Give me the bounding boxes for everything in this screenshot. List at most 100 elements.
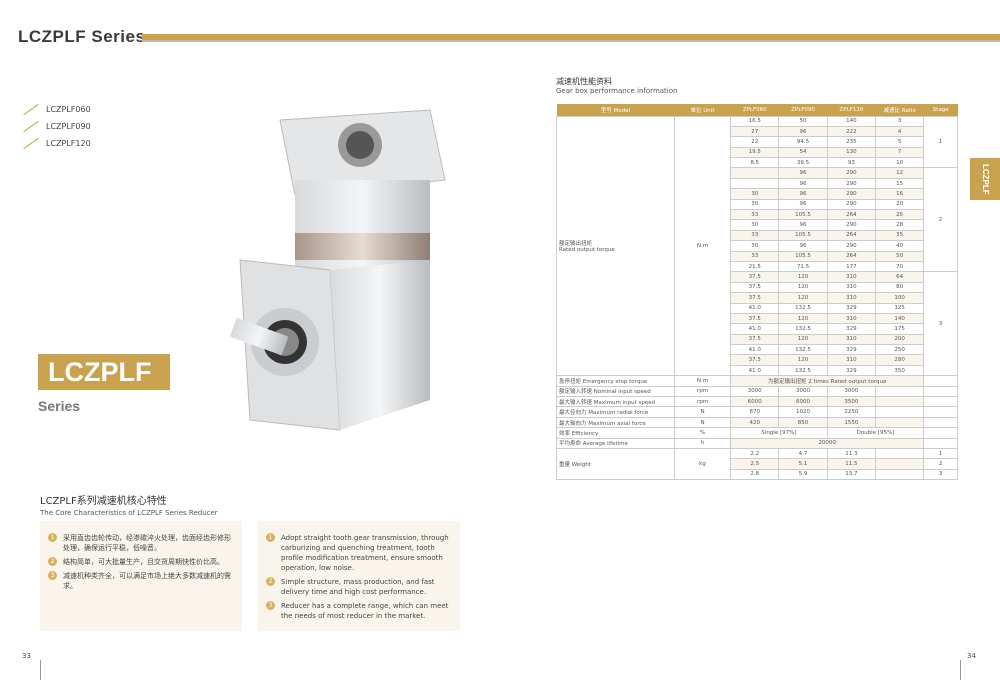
table-cell: 120	[778, 281, 828, 294]
table-cell: 120	[778, 271, 828, 283]
unit-cell: %	[673, 427, 732, 439]
title-bar-shadow	[142, 40, 1000, 42]
feature-text: 采用直齿齿轮传动，经渗碳淬火处理，齿面经齿形修形处理，确保运行平稳，低噪音。	[63, 534, 231, 552]
table-cell: 15	[874, 177, 925, 190]
table-cell: 329	[826, 364, 876, 377]
slash-icon	[23, 103, 39, 116]
table-cell: 54	[778, 146, 828, 159]
table-cell	[874, 468, 925, 481]
table-cell: 2.5	[730, 458, 780, 470]
table-cell	[874, 396, 925, 408]
table-cell: 41.0	[730, 364, 780, 377]
feature-text: Simple structure, mass production, and f…	[281, 578, 435, 596]
row-label: 最大输入转速 Maximum input speed	[556, 396, 675, 408]
gearbox-image	[229, 109, 446, 431]
table-cell: 290	[826, 198, 876, 211]
table-cell: 5.9	[778, 468, 828, 481]
table-cell	[923, 396, 958, 408]
table-cell: 50	[874, 250, 925, 262]
table-cell: 35	[874, 229, 925, 242]
table-row: 最大轴向力 Maximum axial force N 420 850 1550	[556, 416, 958, 429]
number-icon: 3	[266, 601, 275, 610]
unit-cell: N	[673, 416, 732, 429]
unit-cell: N.m	[673, 115, 732, 377]
table-cell: 50	[778, 115, 828, 127]
table-cell: 264	[826, 229, 876, 242]
table-cell	[923, 406, 958, 418]
stage-cell: 2	[923, 458, 958, 470]
row-label: 急停扭矩 Emergency stop torque	[556, 375, 675, 387]
unit-cell: rpm	[673, 396, 732, 408]
table-cell: 96	[778, 219, 828, 231]
table-cell: 80	[874, 281, 925, 294]
table-cell	[923, 437, 958, 450]
column-header: ZPLF060	[730, 104, 779, 116]
table-cell	[874, 406, 925, 418]
feature-text: Adopt straight tooth gear transmission, …	[281, 534, 449, 572]
torque-label: 额定输出扭矩 Rated output torque	[556, 115, 675, 377]
number-icon: 1	[266, 533, 275, 542]
feature-text: 减速机种类齐全，可以满足市场上绝大多数减速机的需求。	[63, 572, 231, 590]
table-cell: 96	[778, 198, 828, 211]
table-cell: 33	[730, 208, 780, 221]
table-cell: 96	[778, 188, 828, 200]
table-cell	[874, 458, 925, 470]
table-cell: 105.5	[778, 229, 828, 242]
page-number-left: 33	[22, 652, 31, 660]
table-cell: 2.8	[730, 468, 780, 481]
table-cell: 3500	[826, 396, 876, 408]
stage-cell: 3	[923, 468, 958, 481]
table-cell: 11.3	[826, 447, 876, 460]
table-cell: 6000	[778, 396, 828, 408]
table-cell: 为额定输出扭矩 2 times Rated output torque	[730, 375, 925, 387]
table-cell: 2250	[826, 406, 876, 418]
table-cell: 3	[874, 115, 925, 127]
table-cell: 39.5	[778, 157, 828, 169]
row-label: 效率 Efficiency	[556, 427, 675, 439]
table-row: 33 105.5 264 25	[557, 208, 958, 221]
features-cn-panel: 1 采用直齿齿轮传动，经渗碳淬火处理，齿面经齿形修形处理，确保运行平稳，低噪音。 …	[40, 521, 242, 631]
table-cell: 4.7	[778, 447, 828, 460]
feature-item: 3 Reducer has a complete range, which can…	[266, 601, 452, 621]
number-icon: 1	[48, 533, 57, 542]
table-cell: 30	[730, 219, 780, 231]
title-bar	[142, 34, 1000, 40]
table-cell: 10	[874, 157, 925, 169]
table-cell: 120	[778, 312, 828, 325]
perf-title-en: Gear box performance information	[556, 87, 678, 95]
table-cell: 21.5	[730, 260, 780, 273]
table-cell: 96	[778, 240, 828, 252]
unit-cell: kg	[673, 447, 732, 481]
slash-icon	[23, 120, 39, 133]
table-cell	[923, 416, 958, 429]
page-number-right: 34	[967, 652, 976, 660]
table-row: 最大径向力 Maximum radial force N 870 1020 2250	[556, 406, 958, 418]
table-row: 平均寿命 Average lifetime h 20000	[556, 437, 958, 450]
table-cell	[730, 177, 780, 190]
table-cell: 132.5	[778, 364, 828, 377]
unit-cell: h	[673, 437, 732, 450]
table-cell: 2.2	[730, 447, 780, 460]
table-row: 30 96 290 16	[557, 188, 958, 200]
table-cell: 130	[826, 146, 876, 159]
table-cell: 177	[826, 260, 876, 273]
table-cell: 70	[874, 260, 925, 273]
table-cell: 41.0	[730, 344, 780, 356]
table-cell: 3000	[778, 385, 828, 398]
stage-cell: 1	[923, 115, 958, 169]
row-label: 额定输入转速 Nominal input speed	[556, 385, 675, 398]
row-label: 最大轴向力 Maximum axial force	[556, 416, 675, 429]
table-cell: 850	[778, 416, 828, 429]
table-cell: 120	[778, 292, 828, 304]
table-cell: 96	[778, 167, 828, 179]
table-cell: 12	[874, 167, 925, 179]
feature-text: 结构简单，可大批量生产，且交货周期快性价比高。	[63, 558, 224, 566]
table-cell: 16	[874, 188, 925, 200]
table-cell: 235	[826, 136, 876, 148]
table-cell: 93	[826, 157, 876, 169]
table-cell: 290	[826, 240, 876, 252]
side-tab: LCZPLF	[970, 158, 1000, 200]
table-cell: 120	[778, 354, 828, 366]
model-label: LCZPLF090	[46, 122, 91, 131]
feature-item: 2 Simple structure, mass production, and …	[266, 577, 452, 597]
